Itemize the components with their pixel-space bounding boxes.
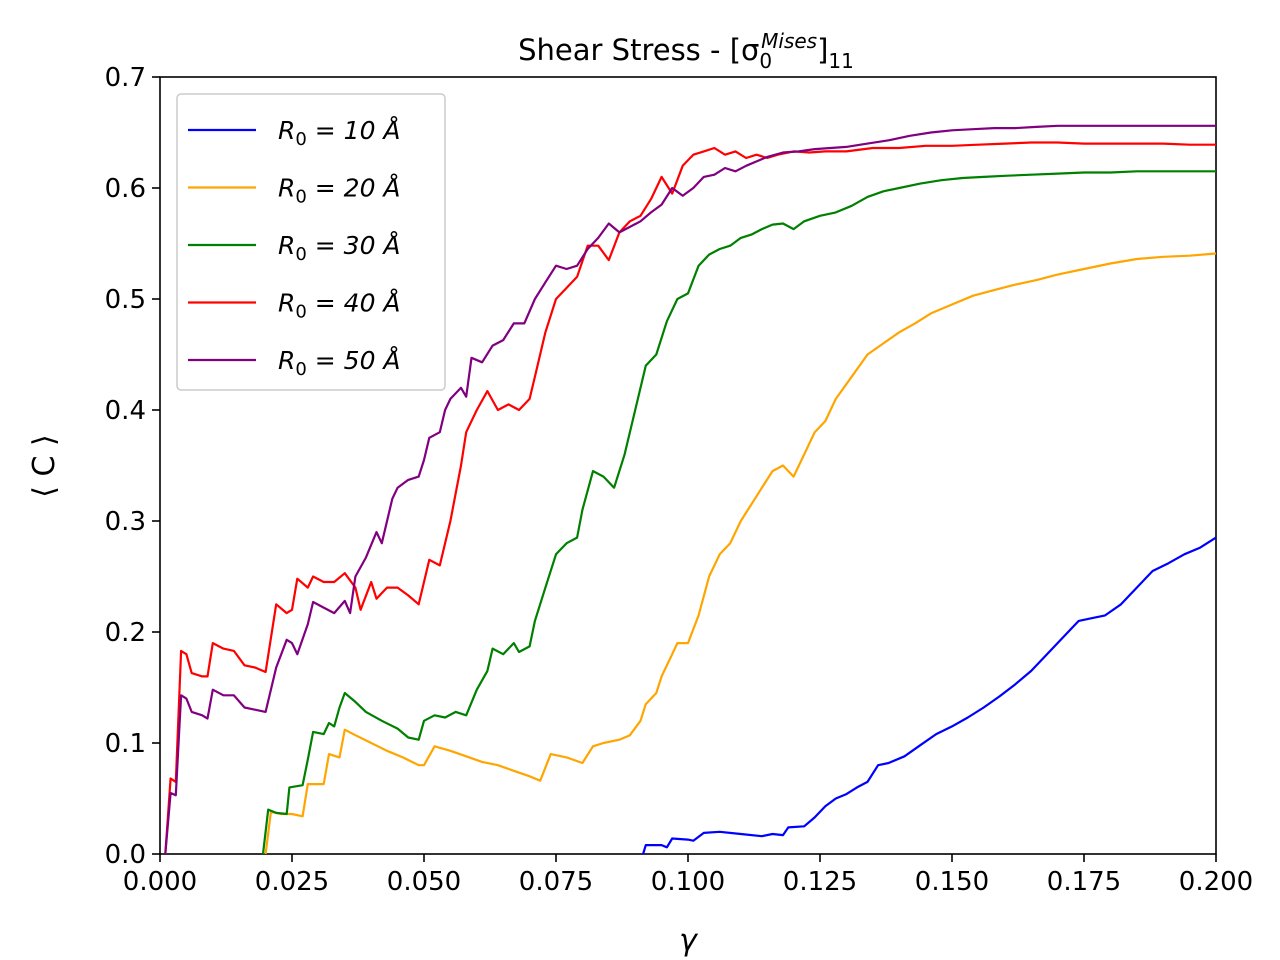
x-axis-title: γ [679, 923, 699, 958]
legend-label: R0 = 40 Å [278, 289, 401, 323]
y-tick-label: 0.4 [105, 396, 146, 426]
series-line-1 [642, 536, 1217, 855]
legend-label: R0 = 50 Å [278, 346, 401, 380]
series-line-4 [164, 141, 1216, 855]
y-tick-label: 0.1 [105, 729, 146, 759]
y-tick-label: 0.3 [105, 507, 146, 537]
legend-label: R0 = 20 Å [278, 174, 401, 208]
y-tick-label: 0.7 [105, 63, 146, 93]
legend: R0 = 10 Å R0 = 20 Å R0 = 30 Å R0 = 40 Å R0 =… [176, 93, 446, 391]
y-axis-title: ⟨ C ⟩ [27, 434, 62, 497]
x-tick-label: 0.200 [1179, 867, 1253, 897]
y-tick-label: 0.0 [105, 840, 146, 870]
x-tick-label: 0.050 [387, 867, 461, 897]
legend-label: R0 = 30 Å [278, 231, 401, 265]
x-tick-label: 0.175 [1047, 867, 1121, 897]
x-tick-label: 0.000 [123, 867, 197, 897]
x-tick-label: 0.125 [783, 867, 857, 897]
y-tick-label: 0.2 [105, 618, 146, 648]
series-line-3 [261, 170, 1216, 855]
axis-ticks: 0.000 0.025 0.050 0.075 0.100 0.125 0.150 0.175… [105, 63, 1254, 897]
chart-title: Shear Stress - [σ0Mises]11 [518, 29, 854, 73]
series-line-5 [164, 124, 1216, 855]
x-tick-label: 0.025 [255, 867, 329, 897]
x-tick-label: 0.075 [519, 867, 593, 897]
legend-box [176, 93, 446, 391]
series-line-2 [264, 252, 1217, 855]
x-tick-label: 0.100 [651, 867, 725, 897]
series-lines [164, 124, 1217, 855]
y-tick-label: 0.5 [105, 285, 146, 315]
x-tick-label: 0.150 [915, 867, 989, 897]
y-tick-label: 0.6 [105, 174, 146, 204]
legend-label: R0 = 10 Å [278, 116, 401, 150]
